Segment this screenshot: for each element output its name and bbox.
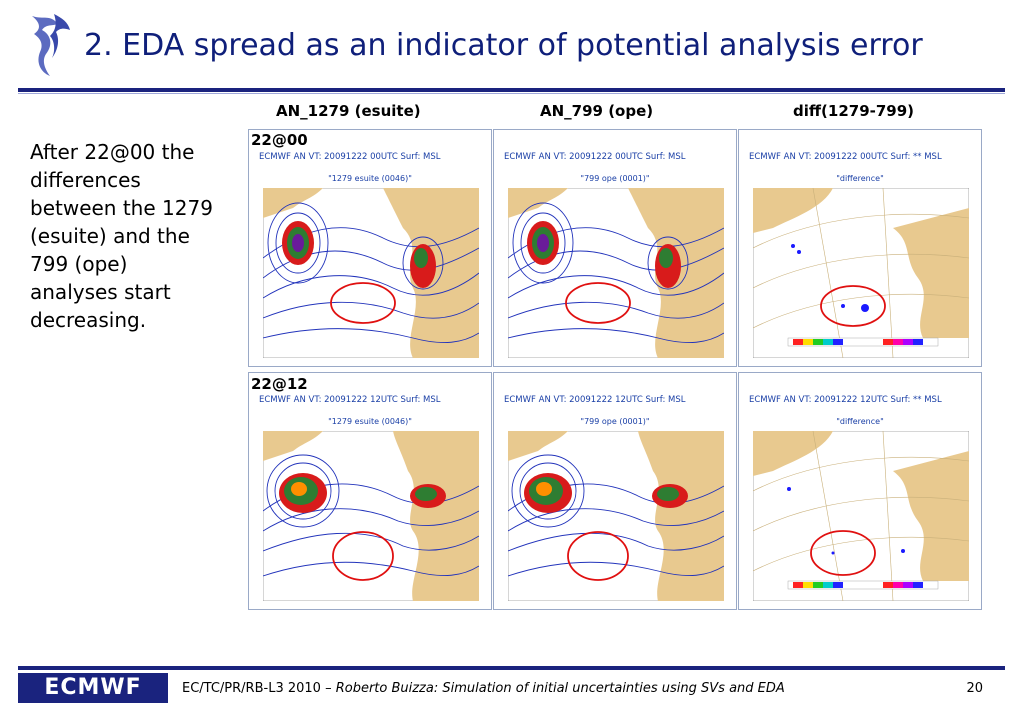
map-panel-diff-12: ECMWF AN VT: 20091222 12UTC Surf: ** MSL… xyxy=(738,372,982,610)
side-description: After 22@00 the differences between the … xyxy=(30,140,213,332)
panel-subtitle: "difference" xyxy=(836,417,884,426)
column-header-1279: AN_1279 (esuite) xyxy=(276,102,421,120)
panel-header: ECMWF AN VT: 20091222 00UTC Surf: MSL xyxy=(504,152,686,162)
panel-header: ECMWF AN VT: 20091222 00UTC Surf: MSL xyxy=(259,152,441,162)
ecmwf-logo: ECMWF xyxy=(18,673,168,703)
difference-map-icon xyxy=(753,188,969,358)
column-header-799: AN_799 (ope) xyxy=(540,102,654,120)
difference-map-icon xyxy=(753,431,969,601)
map-panel-ope-12: ECMWF AN VT: 20091222 12UTC Surf: MSL "7… xyxy=(493,372,737,610)
panel-header: ECMWF AN VT: 20091222 12UTC Surf: MSL xyxy=(504,395,686,405)
footer-citation: EC/TC/PR/RB-L3 2010 – Roberto Buizza: Si… xyxy=(182,681,785,696)
row-label-22-00: 22@00 xyxy=(251,131,308,149)
page-number: 20 xyxy=(966,681,983,696)
map-panel-esuite-12: ECMWF AN VT: 20091222 12UTC Surf: MSL "1… xyxy=(248,372,492,610)
msl-map-icon xyxy=(508,431,724,601)
footer-divider xyxy=(18,666,1005,670)
footer-italic: Roberto Buizza: Simulation of initial un… xyxy=(335,681,785,696)
map-panel-diff-00: ECMWF AN VT: 20091222 00UTC Surf: ** MSL… xyxy=(738,129,982,367)
panel-subtitle: "1279 esuite (0046)" xyxy=(328,174,412,183)
title-divider xyxy=(18,88,1005,92)
panel-subtitle: "difference" xyxy=(836,174,884,183)
map-panel-esuite-00: ECMWF AN VT: 20091222 00UTC Surf: MSL "1… xyxy=(248,129,492,367)
msl-map-icon xyxy=(508,188,724,358)
page-title: 2. EDA spread as an indicator of potenti… xyxy=(84,28,923,63)
panel-header: ECMWF AN VT: 20091222 00UTC Surf: ** MSL xyxy=(749,152,942,162)
panel-subtitle: "799 ope (0001)" xyxy=(580,417,650,426)
ecmwf-swirl-logo-icon xyxy=(32,14,70,76)
panel-subtitle: "799 ope (0001)" xyxy=(580,174,650,183)
map-panel-ope-00: ECMWF AN VT: 20091222 00UTC Surf: MSL "7… xyxy=(493,129,737,367)
footer-prefix: EC/TC/PR/RB-L3 2010 – xyxy=(182,681,336,696)
column-header-diff: diff(1279-799) xyxy=(793,102,915,120)
panel-subtitle: "1279 esuite (0046)" xyxy=(328,417,412,426)
panel-header: ECMWF AN VT: 20091222 12UTC Surf: MSL xyxy=(259,395,441,405)
msl-map-icon xyxy=(263,188,479,358)
panel-header: ECMWF AN VT: 20091222 12UTC Surf: ** MSL xyxy=(749,395,942,405)
title-divider-thin xyxy=(18,93,1005,94)
msl-map-icon xyxy=(263,431,479,601)
row-label-22-12: 22@12 xyxy=(251,375,308,393)
